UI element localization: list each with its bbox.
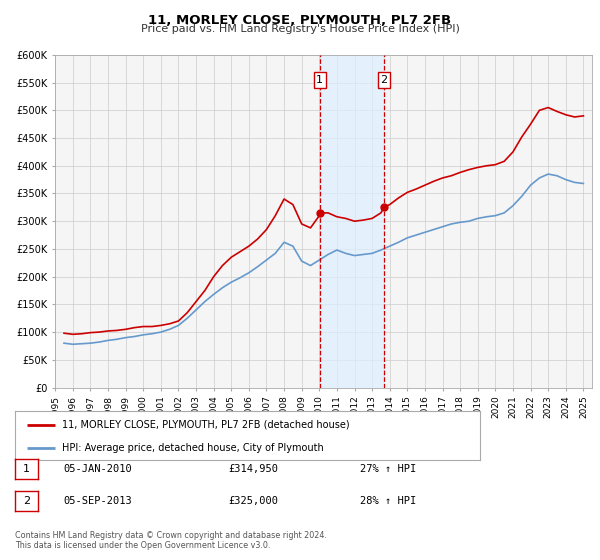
- Text: HPI: Average price, detached house, City of Plymouth: HPI: Average price, detached house, City…: [62, 443, 323, 453]
- Text: 11, MORLEY CLOSE, PLYMOUTH, PL7 2FB (detached house): 11, MORLEY CLOSE, PLYMOUTH, PL7 2FB (det…: [62, 420, 349, 430]
- Text: 05-SEP-2013: 05-SEP-2013: [63, 496, 132, 506]
- Text: 2: 2: [23, 496, 30, 506]
- Text: £314,950: £314,950: [228, 464, 278, 474]
- Text: £325,000: £325,000: [228, 496, 278, 506]
- Text: 2: 2: [380, 75, 388, 85]
- Bar: [320, 55, 384, 388]
- Text: 11, MORLEY CLOSE, PLYMOUTH, PL7 2FB: 11, MORLEY CLOSE, PLYMOUTH, PL7 2FB: [148, 14, 452, 27]
- Text: 1: 1: [23, 464, 30, 474]
- Text: Price paid vs. HM Land Registry's House Price Index (HPI): Price paid vs. HM Land Registry's House …: [140, 24, 460, 34]
- Text: Contains HM Land Registry data © Crown copyright and database right 2024.: Contains HM Land Registry data © Crown c…: [15, 531, 327, 540]
- Text: 28% ↑ HPI: 28% ↑ HPI: [360, 496, 416, 506]
- Text: 27% ↑ HPI: 27% ↑ HPI: [360, 464, 416, 474]
- Text: 05-JAN-2010: 05-JAN-2010: [63, 464, 132, 474]
- Text: This data is licensed under the Open Government Licence v3.0.: This data is licensed under the Open Gov…: [15, 541, 271, 550]
- Text: 1: 1: [316, 75, 323, 85]
